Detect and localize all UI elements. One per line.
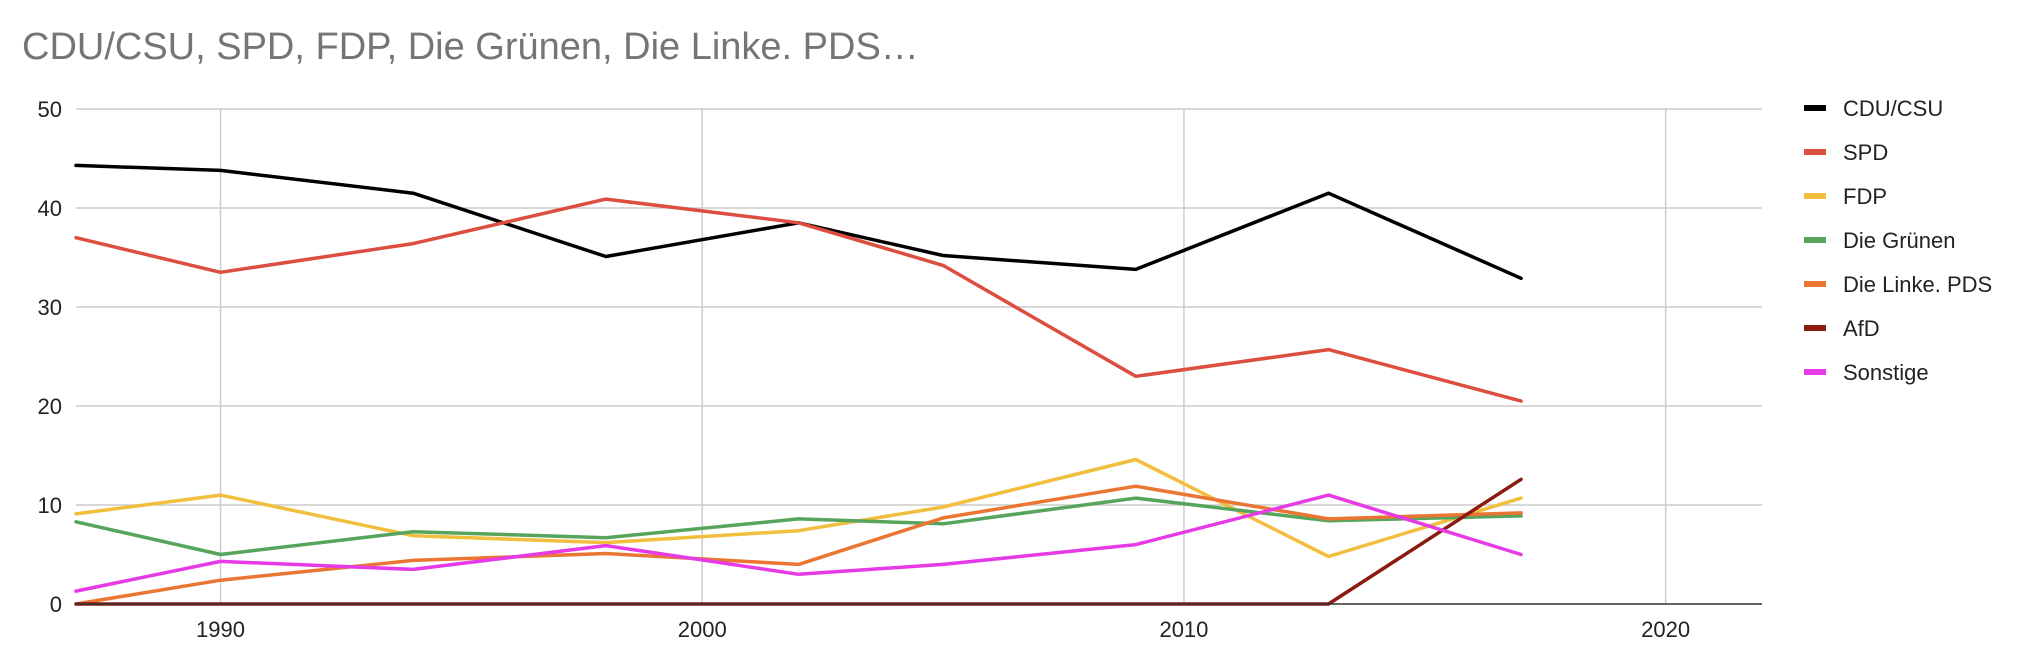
legend-label: CDU/CSU [1843, 96, 1943, 121]
x-tick-label: 2020 [1641, 617, 1690, 642]
y-tick-label: 0 [50, 592, 62, 617]
series-line [74, 457, 1523, 559]
y-tick-label: 30 [38, 295, 62, 320]
chart-title: CDU/CSU, SPD, FDP, Die Grünen, Die Linke… [22, 26, 919, 68]
series-line [74, 197, 1523, 403]
legend-label: Die Grünen [1843, 228, 1956, 253]
y-tick-label: 20 [38, 394, 62, 419]
legend-label: Die Linke. PDS [1843, 272, 1992, 297]
legend-label: FDP [1843, 184, 1887, 209]
legend-label: SPD [1843, 140, 1888, 165]
legend-label: Sonstige [1843, 360, 1929, 385]
series-line [74, 477, 1523, 606]
x-tick-label: 2000 [678, 617, 727, 642]
series-line [74, 484, 1523, 606]
y-tick-label: 40 [38, 196, 62, 221]
y-tick-label: 50 [38, 97, 62, 122]
x-tick-label: 2010 [1159, 617, 1208, 642]
series-line [74, 493, 1523, 593]
x-tick-label: 1990 [196, 617, 245, 642]
legend-label: AfD [1843, 316, 1880, 341]
y-tick-label: 10 [38, 493, 62, 518]
